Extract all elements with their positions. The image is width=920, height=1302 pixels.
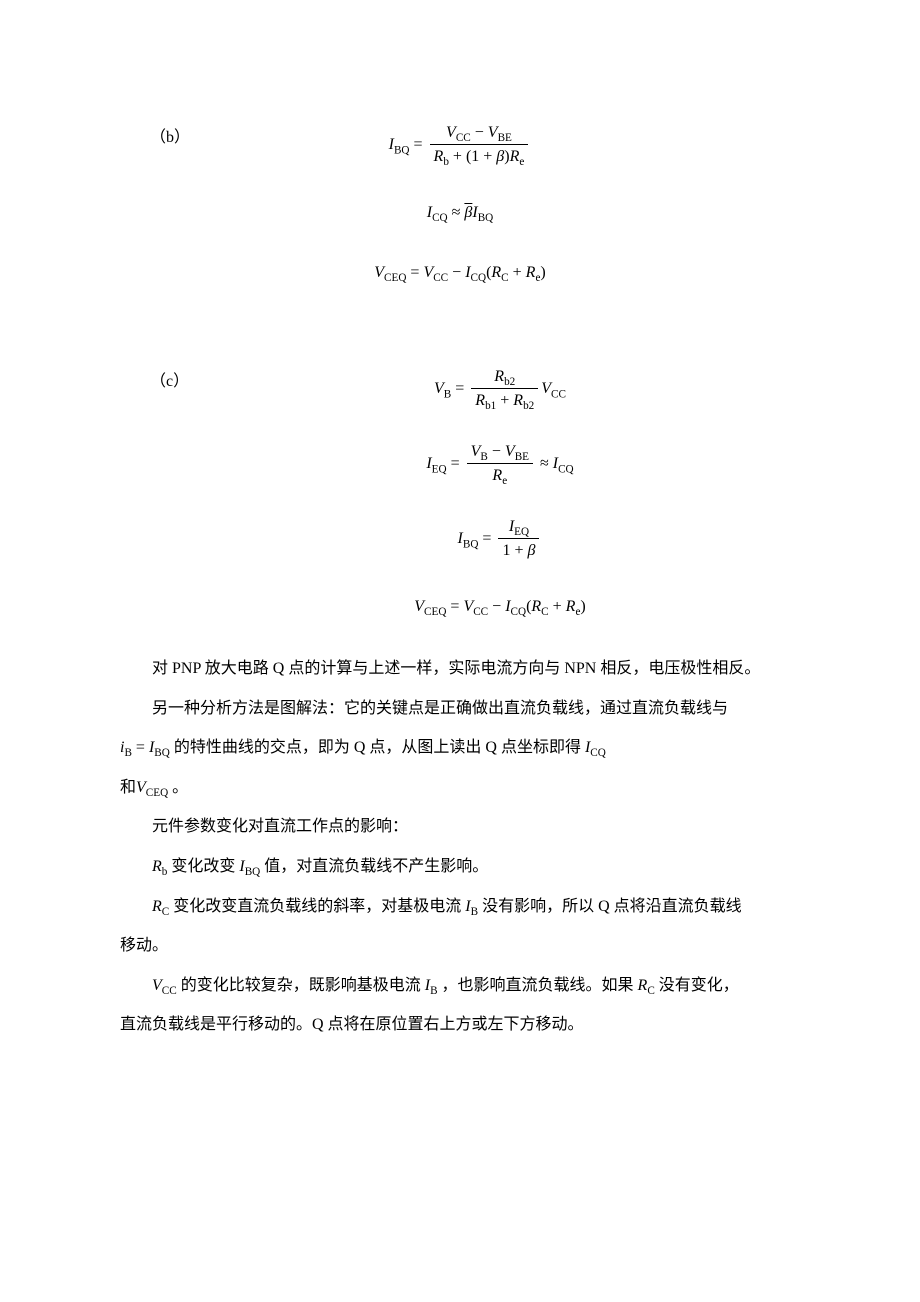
eq-c1: VB = Rb2Rb1 + Rb2VCC [120, 359, 800, 420]
eq-c3: IBQ = IEQ1 + β [120, 509, 800, 570]
eq-c4: VCEQ = VCC − ICQ(RC + Re) [120, 584, 800, 630]
paragraph-5: Rb 变化改变 IBQ 值，对直流负载线不产生影响。 [120, 850, 800, 884]
eq-b2: ICQ ≈ βIBQ [120, 190, 800, 236]
equation-group-b: （b） IBQ = VCC − VBERb + (1 + β)Re ICQ ≈ … [120, 115, 800, 297]
eq-c2: IEQ = VB − VBERe ≈ ICQ [120, 434, 800, 495]
equation-group-c: （c） VB = Rb2Rb1 + Rb2VCC IEQ = VB − VBER… [120, 359, 800, 630]
fraction: VB − VBERe [467, 442, 533, 487]
paragraph-7: VCC 的变化比较复杂，既影响基极电流 IB ，也影响直流负载线。如果 RC 没… [120, 969, 800, 1003]
page: （b） IBQ = VCC − VBERb + (1 + β)Re ICQ ≈ … [0, 0, 920, 1302]
fraction: Rb2Rb1 + Rb2 [471, 367, 538, 412]
paragraph-7b: 直流负载线是平行移动的。Q 点将在原位置右上方或左下方移动。 [120, 1008, 800, 1042]
paragraph-3: 和VCEQ 。 [120, 771, 800, 805]
paragraph-1: 对 PNP 放大电路 Q 点的计算与上述一样，实际电流方向与 NPN 相反，电压… [120, 652, 800, 686]
content-area: （b） IBQ = VCC − VBERb + (1 + β)Re ICQ ≈ … [0, 0, 920, 1042]
paragraph-6: RC 变化改变直流负载线的斜率，对基极电流 IB 没有影响，所以 Q 点将沿直流… [120, 890, 800, 924]
label-c: （c） [150, 367, 189, 397]
fraction: VCC − VBERb + (1 + β)Re [430, 123, 529, 168]
fraction: IEQ1 + β [498, 517, 539, 562]
paragraph-6b: 移动。 [120, 929, 800, 963]
eq-b1: IBQ = VCC − VBERb + (1 + β)Re [120, 115, 800, 176]
label-b: （b） [150, 123, 190, 153]
paragraph-4: 元件参数变化对直流工作点的影响： [120, 810, 800, 844]
paragraph-2b: iB = IBQ 的特性曲线的交点，即为 Q 点，从图上读出 Q 点坐标即得 I… [120, 731, 800, 765]
paragraph-2: 另一种分析方法是图解法：它的关键点是正确做出直流负载线，通过直流负载线与 [120, 692, 800, 726]
eq-b3: VCEQ = VCC − ICQ(RC + Re) [120, 250, 800, 296]
